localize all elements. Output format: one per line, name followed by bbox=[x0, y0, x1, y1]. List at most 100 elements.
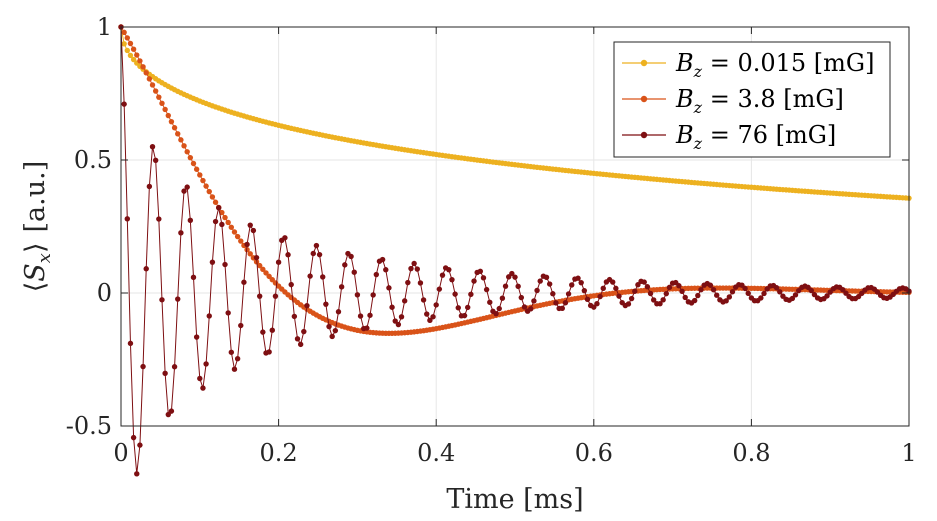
data-point bbox=[234, 355, 241, 362]
data-point bbox=[433, 302, 439, 308]
data-point bbox=[156, 94, 162, 100]
data-point bbox=[335, 309, 342, 315]
data-point bbox=[124, 216, 131, 222]
data-point bbox=[127, 52, 134, 59]
data-point bbox=[216, 205, 222, 211]
data-point bbox=[487, 299, 493, 305]
data-point bbox=[225, 310, 231, 316]
data-point bbox=[256, 293, 263, 299]
data-point bbox=[840, 287, 846, 293]
data-point bbox=[146, 183, 153, 190]
data-point bbox=[773, 285, 780, 291]
data-point bbox=[843, 290, 849, 296]
data-point bbox=[181, 143, 187, 149]
data-point bbox=[260, 266, 266, 273]
data-point bbox=[134, 471, 140, 477]
x-tick-label: 0 bbox=[113, 439, 128, 467]
data-point bbox=[600, 285, 606, 292]
data-point bbox=[124, 35, 131, 41]
data-point bbox=[792, 292, 799, 298]
data-point bbox=[272, 293, 279, 299]
x-tick-label: 0.6 bbox=[575, 439, 613, 467]
legend-subscript: z bbox=[693, 62, 703, 81]
data-point bbox=[405, 279, 411, 286]
legend-item-3: Bz = 76 [mG] bbox=[622, 121, 836, 153]
data-point bbox=[197, 375, 203, 382]
data-point bbox=[200, 385, 206, 391]
data-point bbox=[471, 278, 477, 284]
legend-label: Bz = 76 [mG] bbox=[675, 121, 836, 153]
data-point bbox=[430, 314, 436, 320]
data-point bbox=[386, 285, 392, 291]
data-point bbox=[301, 328, 307, 335]
data-point bbox=[247, 251, 253, 257]
data-point bbox=[130, 46, 137, 52]
data-point bbox=[761, 290, 767, 297]
y-label-unit: [a.u.] bbox=[20, 161, 51, 233]
data-point bbox=[219, 221, 225, 228]
legend-item-2: Bz = 3.8 [mG] bbox=[622, 85, 844, 117]
data-point bbox=[342, 262, 348, 268]
data-point bbox=[181, 188, 187, 194]
data-point bbox=[411, 260, 417, 267]
y-axis-label: ⟨Sx⟩ [a.u.] bbox=[20, 161, 55, 292]
data-point bbox=[260, 329, 266, 335]
data-point bbox=[364, 325, 370, 331]
data-point bbox=[285, 252, 291, 258]
data-point bbox=[424, 311, 430, 317]
data-point bbox=[137, 442, 143, 448]
data-point bbox=[190, 274, 197, 281]
data-point bbox=[238, 238, 244, 244]
data-point bbox=[594, 301, 600, 307]
series-3 bbox=[118, 24, 912, 477]
data-point bbox=[777, 289, 783, 295]
series-layer bbox=[118, 24, 912, 477]
data-point bbox=[502, 283, 509, 289]
data-point bbox=[121, 29, 127, 36]
data-point bbox=[591, 304, 597, 310]
data-point bbox=[329, 333, 335, 340]
data-point bbox=[565, 291, 572, 297]
x-axis-label: Time [ms] bbox=[446, 484, 583, 515]
data-point bbox=[178, 230, 184, 236]
data-point bbox=[316, 251, 323, 258]
data-point bbox=[660, 297, 666, 303]
data-point bbox=[209, 259, 216, 265]
data-point bbox=[710, 286, 717, 293]
data-point bbox=[212, 218, 219, 225]
data-point bbox=[528, 306, 534, 312]
data-point bbox=[632, 288, 638, 294]
data-point bbox=[127, 340, 134, 347]
data-point bbox=[162, 106, 168, 113]
x-tick-label: 1 bbox=[901, 439, 916, 467]
data-point bbox=[178, 137, 184, 143]
legend-label: Bz = 3.8 [mG] bbox=[675, 85, 844, 117]
data-point bbox=[288, 281, 294, 288]
data-point bbox=[499, 295, 506, 301]
x-tick-label: 0.4 bbox=[417, 439, 455, 467]
x-tick-label: 0.2 bbox=[260, 439, 298, 467]
data-point bbox=[714, 292, 720, 298]
data-point bbox=[332, 327, 339, 334]
data-point bbox=[477, 268, 484, 274]
data-point bbox=[531, 298, 537, 304]
data-point bbox=[427, 317, 433, 324]
data-point bbox=[401, 298, 408, 304]
data-point bbox=[187, 217, 194, 224]
data-point bbox=[379, 256, 386, 263]
legend-symbol: B bbox=[675, 49, 694, 77]
data-point bbox=[275, 259, 282, 265]
data-point bbox=[130, 56, 137, 63]
plot-area-border bbox=[120, 26, 910, 427]
legend-marker bbox=[640, 59, 648, 67]
data-point bbox=[436, 286, 443, 292]
data-point bbox=[827, 289, 833, 295]
data-point bbox=[209, 194, 216, 200]
data-point bbox=[789, 295, 796, 302]
data-point bbox=[143, 70, 149, 76]
data-point bbox=[291, 313, 298, 320]
data-point bbox=[197, 172, 203, 178]
data-point bbox=[644, 284, 651, 290]
data-point bbox=[357, 313, 364, 319]
